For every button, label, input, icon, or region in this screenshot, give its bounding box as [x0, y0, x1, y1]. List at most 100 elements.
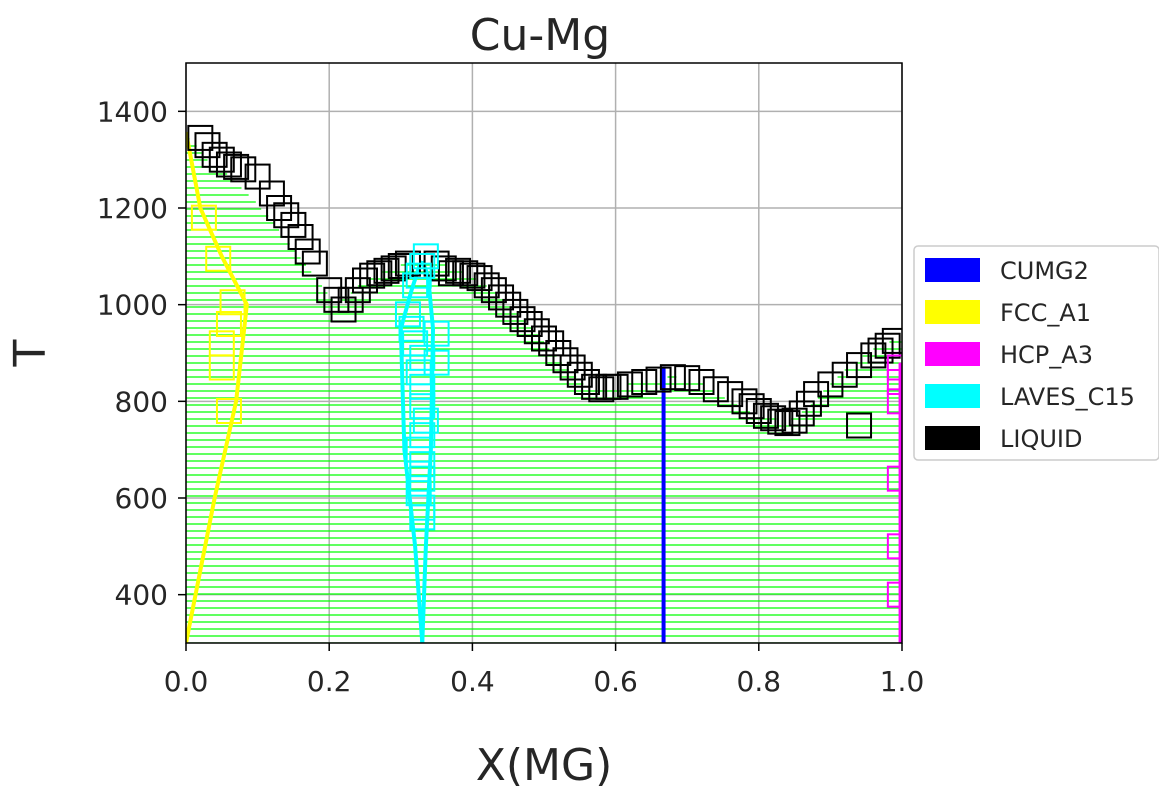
- x-tick-label: 0.2: [307, 665, 352, 698]
- marker-liquid: [273, 202, 300, 229]
- marker-liquid: [258, 180, 285, 207]
- marker-liquid: [459, 262, 486, 289]
- marker-hcp_a3: [886, 465, 902, 492]
- marker-liquid: [488, 284, 515, 311]
- marker-liquid: [359, 262, 386, 289]
- y-tick-label: 600: [115, 482, 168, 515]
- marker-liquid: [223, 153, 250, 180]
- marker-fcc_a1: [215, 398, 242, 424]
- x-axis-ticks: 0.0 0.2 0.4 0.6 0.8 1.0: [164, 643, 925, 698]
- marker-fcc_a1: [208, 354, 235, 381]
- marker-liquid: [380, 255, 407, 282]
- marker-liquid: [552, 347, 579, 374]
- marker-liquid: [616, 371, 643, 398]
- y-tick-label: 1200: [97, 192, 168, 225]
- marker-liquid: [867, 337, 894, 364]
- marker-liquid: [795, 390, 822, 417]
- marker-liquid: [323, 286, 350, 313]
- marker-laves_c15: [409, 422, 436, 449]
- marker-liquid: [631, 369, 658, 395]
- marker-liquid: [187, 124, 214, 151]
- marker-fcc_a1: [190, 204, 217, 231]
- marker-liquid: [230, 156, 257, 183]
- marker-liquid: [559, 354, 586, 381]
- marker-laves_c15: [398, 315, 425, 342]
- x-tick-label: 1.0: [880, 665, 925, 698]
- x-tick-label: 0.6: [593, 665, 638, 698]
- marker-liquid: [316, 277, 343, 304]
- marker-liquid: [588, 376, 615, 403]
- marker-liquid: [194, 132, 221, 159]
- marker-liquid: [788, 400, 815, 427]
- marker-liquid: [301, 250, 328, 277]
- marker-liquid: [373, 257, 400, 284]
- marker-hcp_a3: [886, 369, 902, 395]
- marker-liquid: [602, 373, 629, 400]
- marker-liquid: [352, 267, 378, 294]
- marker-liquid: [674, 365, 701, 392]
- marker-laves_c15: [409, 504, 436, 531]
- tie-lines: [186, 138, 902, 643]
- legend-swatch: [925, 384, 980, 408]
- phase-line-fcc_a1: [186, 131, 249, 643]
- marker-laves_c15: [409, 465, 436, 492]
- marker-hcp_a3: [886, 354, 902, 381]
- marker-liquid: [752, 402, 779, 429]
- marker-laves_c15: [409, 393, 436, 420]
- x-tick-label: 0.4: [450, 665, 495, 698]
- marker-laves_c15: [405, 262, 432, 289]
- marker-liquid: [817, 371, 844, 398]
- marker-liquid: [846, 352, 873, 379]
- marker-hcp_a3: [886, 533, 902, 560]
- marker-laves_c15: [409, 373, 436, 400]
- marker-liquid: [645, 366, 672, 393]
- marker-liquid: [387, 253, 414, 279]
- marker-liquid: [581, 373, 608, 400]
- x-tick-label: 0.8: [737, 665, 782, 698]
- marker-liquid: [480, 277, 507, 304]
- marker-liquid: [659, 364, 686, 391]
- marker-laves_c15: [409, 451, 436, 478]
- marker-liquid: [244, 163, 271, 190]
- y-tick-label: 1000: [97, 289, 168, 322]
- y-axis-ticks: 400 600 800 1000 1200 1400: [97, 95, 186, 612]
- marker-liquid: [774, 410, 801, 437]
- marker-laves_c15: [409, 253, 436, 279]
- marker-liquid: [731, 388, 758, 415]
- marker-laves_c15: [409, 344, 436, 371]
- marker-liquid: [330, 296, 357, 323]
- legend-label: CUMG2: [1000, 257, 1089, 285]
- marker-laves_c15: [423, 349, 450, 376]
- legend-swatch: [925, 258, 980, 282]
- marker-liquid: [881, 327, 902, 354]
- y-tick-label: 400: [115, 579, 168, 612]
- marker-liquid: [846, 412, 873, 439]
- marker-liquid: [437, 260, 464, 287]
- marker-liquid: [215, 151, 242, 178]
- legend: CUMG2 FCC_A1 HCP_A3 LAVES_C15 LIQUID: [913, 245, 1159, 461]
- marker-liquid: [573, 369, 600, 395]
- marker-liquid: [702, 376, 729, 403]
- marker-hcp_a3: [886, 388, 902, 415]
- marker-liquid: [366, 260, 393, 287]
- marker-liquid: [781, 407, 808, 434]
- marker-liquid: [531, 325, 557, 352]
- x-tick-label: 0.0: [164, 665, 209, 698]
- marker-liquid: [344, 277, 371, 304]
- marker-liquid: [495, 291, 522, 318]
- marker-fcc_a1: [205, 245, 232, 272]
- marker-liquid: [860, 342, 887, 369]
- marker-liquid: [767, 408, 794, 435]
- marker-laves_c15: [394, 301, 421, 328]
- plot-area: [186, 63, 902, 643]
- y-tick-label: 1400: [97, 95, 168, 128]
- marker-liquid: [545, 340, 572, 366]
- chart-title: Cu-Mg: [470, 10, 610, 61]
- marker-laves_c15: [402, 330, 429, 357]
- y-axis-label: T: [5, 339, 56, 367]
- marker-liquid: [831, 361, 858, 388]
- marker-liquid: [538, 330, 565, 357]
- marker-liquid: [803, 381, 830, 408]
- marker-hcp_a3: [886, 581, 902, 608]
